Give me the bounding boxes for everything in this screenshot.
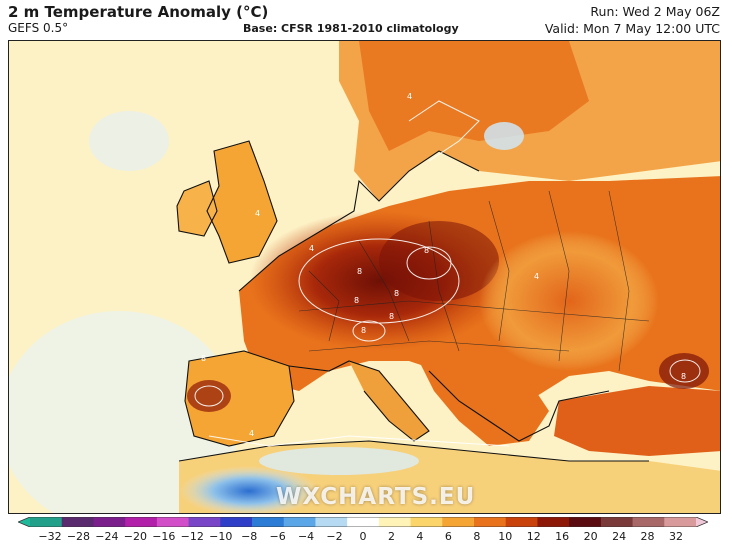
contour-label: 8: [354, 296, 359, 305]
colorbar-tick-label: −4: [297, 530, 315, 543]
anomaly-map: 4 8 8 8 8 8 8 8 8 4 4 4 4: [8, 40, 721, 514]
italy: [349, 361, 429, 441]
colorbar-segment: [315, 517, 348, 527]
colorbar-tick-label: 24: [612, 530, 627, 543]
run-label: Run: Wed 2 May 06Z: [590, 4, 720, 19]
colorbar-tick-label: 32: [669, 530, 683, 543]
iberia: [185, 351, 294, 446]
colorbar-segment: [283, 517, 316, 527]
atlantic-cool-patch: [89, 111, 169, 171]
colorbar-segment: [537, 517, 570, 527]
contour-label: 4: [249, 429, 254, 438]
colorbar-segment: [93, 517, 126, 527]
colorbar-segment: [569, 517, 602, 527]
contour-label: 8: [201, 354, 206, 363]
model-label: GEFS 0.5°: [8, 21, 69, 35]
balkans: [419, 361, 549, 446]
colorbar-tick-label: −8: [241, 530, 258, 543]
chart-header: 2 m Temperature Anomaly (°C) GEFS 0.5° B…: [0, 0, 732, 40]
mediterranean-cool-band: [259, 447, 419, 475]
colorbar-tick-label: 2: [387, 530, 395, 543]
contour-label: 8: [357, 267, 362, 276]
colorbar-tick-label: −20: [123, 530, 147, 543]
iberia-hot-spot: [187, 380, 231, 412]
ireland: [177, 181, 217, 236]
colorbar-segment: [252, 517, 285, 527]
hot-anomaly-peak: [379, 221, 499, 301]
colorbar-tick-labels: −32 −28 −24 −20 −16 −12 −10 −8 −6 −4 −2 0 2 4 6 8 10 12 16…: [0, 530, 732, 546]
colorbar-tick-label: −2: [326, 530, 343, 543]
country-borders: [298, 190, 650, 372]
colorbar-max-extension: [696, 517, 708, 527]
colorbar-segment: [505, 517, 538, 527]
contour-label: 8: [389, 312, 394, 321]
colorbar-tick-label: 4: [416, 530, 424, 543]
colorbar-min-extension: [18, 517, 30, 527]
colorbar-tick-label: 10: [498, 530, 513, 543]
british-isles: [207, 141, 277, 263]
colorbar-segment: [347, 517, 380, 527]
colorbar-tick-label: 6: [444, 530, 452, 543]
colorbar-segment: [220, 517, 253, 527]
colorbar-tick-label: 12: [526, 530, 541, 543]
contour-label-group: 4 8 8 8 8 8 8 8 8 4 4 4 4: [201, 92, 686, 438]
chart-title: 2 m Temperature Anomaly (°C): [8, 3, 269, 21]
colorbar-tick-label: 0: [359, 530, 367, 543]
colorbar-tick-label: −24: [95, 530, 119, 543]
scandinavia-warm: [359, 41, 589, 151]
colorbar-segment: [188, 517, 221, 527]
colorbar-segment: [600, 517, 634, 527]
colorbar-tick-label: 16: [555, 530, 570, 543]
colorbar-tick-label: 20: [583, 530, 598, 543]
colorbar-segment: [156, 517, 190, 527]
anomaly-contours: [194, 100, 701, 447]
colorbar-segment: [664, 517, 697, 527]
colorbar-segment: [378, 517, 412, 527]
contour-label: 8: [424, 246, 429, 255]
colorbar-segment: [410, 517, 443, 527]
colorbar: [18, 517, 708, 527]
colorbar-tick-label: 28: [640, 530, 655, 543]
watermark: WXCHARTS.EU: [276, 484, 476, 510]
map-canvas: 4 8 8 8 8 8 8 8 8 4 4 4 4: [9, 41, 720, 513]
contour-label: 4: [255, 209, 260, 218]
contour-label: 8: [681, 372, 686, 381]
colorbar-tick-label: −28: [66, 530, 91, 543]
caucasus-hot-spot: [659, 353, 709, 389]
colorbar-tick-label: −16: [152, 530, 176, 543]
north-africa-cold-anomaly: [179, 466, 319, 513]
colorbar-segment: [474, 517, 507, 527]
colorbar-segments: [18, 517, 708, 527]
contour-label: 8: [361, 326, 366, 335]
colorbar-tick-label: −12: [180, 530, 204, 543]
colorbar-segment: [632, 517, 665, 527]
colorbar-tick-label: 8: [473, 530, 481, 543]
valid-time-label: Valid: Mon 7 May 12:00 UTC: [544, 21, 720, 36]
baltic-cool-patch: [484, 122, 524, 150]
contour-label: 4: [534, 272, 539, 281]
colorbar-tick-label: −6: [269, 530, 286, 543]
east-europe-warm: [479, 231, 659, 371]
colorbar-segment: [125, 517, 158, 527]
colorbar-segment: [61, 517, 94, 527]
contour-label: 4: [309, 244, 314, 253]
contour-label: 4: [407, 92, 412, 101]
coastlines: [176, 140, 649, 462]
colorbar-tick-label: −32: [38, 530, 62, 543]
contour-label: 8: [394, 289, 399, 298]
colorbar-segment: [442, 517, 475, 527]
colorbar-tick-label: −10: [209, 530, 233, 543]
colorbar-segment: [30, 517, 63, 527]
base-climatology-label: Base: CFSR 1981-2010 climatology: [243, 22, 459, 35]
anatolia: [554, 386, 720, 456]
